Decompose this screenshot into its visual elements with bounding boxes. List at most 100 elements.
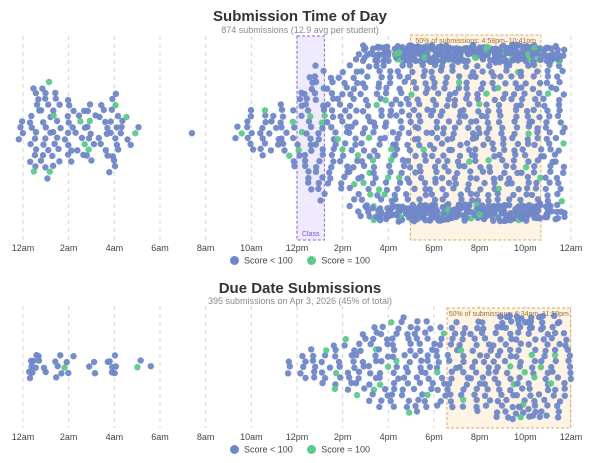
submission-dot: [567, 369, 574, 377]
submission-dot: [372, 352, 379, 359]
submission-dot: [401, 78, 408, 85]
submission-dot: [370, 163, 378, 171]
submission-dot: [341, 79, 348, 87]
submission-dot: [456, 119, 463, 126]
submission-dot: [460, 386, 467, 393]
submission-dot: [37, 157, 45, 164]
submission-dot: [387, 168, 394, 176]
submission-dot: [352, 141, 359, 148]
x-tick-label: 10pm: [514, 432, 537, 442]
submission-dot: [74, 147, 81, 154]
submission-dot-perfect: [369, 157, 377, 164]
submission-dot: [407, 340, 414, 347]
submission-dot: [30, 85, 37, 92]
submission-dot-perfect: [507, 363, 514, 370]
submission-dot: [310, 352, 317, 360]
submission-dot: [416, 141, 423, 149]
submission-dot: [460, 107, 467, 114]
submission-dot: [247, 140, 254, 147]
submission-dot: [356, 340, 363, 347]
submission-dot: [560, 52, 567, 59]
submission-dot: [366, 381, 373, 388]
submission-dot: [391, 151, 399, 158]
submission-dot-perfect: [360, 179, 367, 186]
submission-dot: [526, 324, 534, 332]
submission-dot-perfect: [495, 185, 502, 192]
submission-dot: [367, 340, 374, 348]
submission-dot: [561, 385, 568, 392]
submission-dot: [530, 73, 537, 80]
submission-dot: [508, 335, 515, 343]
submission-dot: [394, 135, 401, 142]
submission-dot-perfect: [295, 147, 302, 154]
submission-dot-perfect: [531, 45, 538, 52]
submission-dot: [335, 74, 342, 81]
submission-dot: [361, 125, 368, 132]
submission-dot-perfect: [484, 43, 491, 51]
submission-dot: [369, 204, 376, 212]
submission-dot: [429, 74, 436, 82]
median-window-label: 50% of submissions: 4:58pm–10:41pm: [415, 38, 536, 45]
submission-dot: [244, 123, 251, 131]
submission-dot: [503, 162, 510, 169]
submission-dot: [370, 169, 377, 176]
submission-dot: [27, 158, 34, 165]
submission-dot: [397, 100, 404, 108]
submission-dot: [523, 107, 531, 115]
submission-dot: [440, 125, 447, 132]
submission-dot: [530, 106, 537, 114]
submission-dot: [42, 124, 49, 131]
submission-dot-perfect: [86, 117, 94, 125]
submission-dot: [261, 140, 269, 147]
submission-dot: [330, 145, 337, 153]
submission-dot: [515, 185, 522, 193]
submission-dot: [65, 119, 72, 126]
submission-dot: [502, 324, 509, 331]
submission-dot: [534, 125, 541, 132]
submission-dot: [431, 163, 439, 170]
submission-dot: [283, 129, 290, 136]
submission-dot: [480, 325, 487, 332]
submission-dot: [441, 163, 448, 170]
x-tick-label: 6am: [151, 432, 169, 442]
submission-dot: [391, 203, 399, 210]
submission-dot: [414, 43, 421, 51]
submission-dot: [259, 135, 266, 142]
submission-dot: [553, 85, 560, 93]
submission-dot: [491, 153, 498, 160]
submission-dot: [465, 124, 472, 131]
x-tick-label: 4am: [106, 243, 124, 253]
submission-dot: [543, 79, 551, 87]
submission-dot: [346, 184, 353, 192]
submission-dot: [464, 186, 471, 193]
submission-dot: [390, 403, 397, 410]
submission-dot: [466, 100, 473, 108]
submission-dot: [464, 91, 471, 98]
submission-dot: [499, 156, 506, 164]
submission-dot: [417, 168, 424, 175]
submission-dot-perfect: [373, 101, 380, 109]
submission-dot: [491, 375, 498, 382]
submission-dot: [428, 385, 435, 393]
submission-dot: [381, 134, 388, 142]
submission-dot: [496, 107, 503, 115]
x-tick-label: 2pm: [334, 243, 352, 253]
submission-dot: [523, 185, 531, 192]
submission-dot: [407, 118, 414, 126]
legend-swatch-below: [229, 256, 239, 266]
submission-dot: [405, 397, 413, 404]
submission-dot: [525, 341, 532, 348]
submission-dot: [547, 57, 555, 64]
submission-dot: [497, 336, 504, 343]
submission-dot: [332, 129, 339, 136]
submission-dot: [95, 134, 103, 142]
submission-dot: [411, 185, 418, 192]
submission-dot: [69, 124, 76, 131]
submission-dot: [549, 323, 556, 331]
submission-dot: [456, 162, 463, 170]
submission-dot: [527, 318, 535, 325]
submission-dot: [431, 340, 438, 347]
submission-dot: [111, 162, 119, 170]
submission-dot: [359, 331, 367, 338]
submission-dot-perfect: [382, 97, 389, 104]
